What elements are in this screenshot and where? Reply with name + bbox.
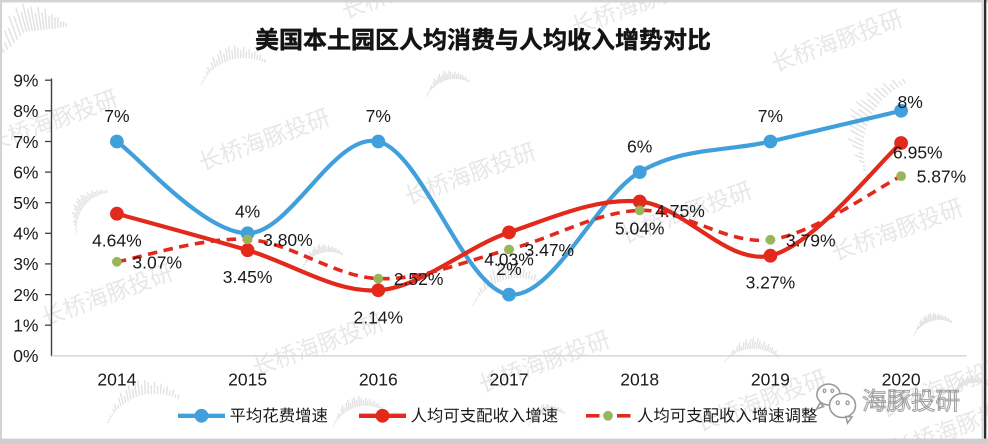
svg-text:6%: 6%: [627, 136, 652, 156]
svg-text:4.03%: 4.03%: [484, 249, 534, 269]
svg-text:3.45%: 3.45%: [223, 267, 273, 287]
svg-text:4%: 4%: [235, 202, 260, 222]
svg-text:3.80%: 3.80%: [263, 230, 313, 250]
svg-text:8%: 8%: [898, 92, 923, 112]
svg-text:7%: 7%: [758, 106, 783, 126]
svg-text:4%: 4%: [13, 224, 38, 244]
svg-text:2.14%: 2.14%: [353, 307, 403, 327]
svg-text:3.07%: 3.07%: [132, 252, 182, 272]
svg-text:3.27%: 3.27%: [746, 273, 796, 293]
svg-text:7%: 7%: [366, 106, 391, 126]
svg-text:2017: 2017: [490, 370, 529, 390]
svg-text:2%: 2%: [13, 285, 38, 305]
svg-text:2016: 2016: [359, 370, 398, 390]
svg-text:2014: 2014: [97, 370, 136, 390]
svg-text:3.47%: 3.47%: [525, 240, 575, 260]
svg-text:5.87%: 5.87%: [917, 167, 967, 187]
svg-text:5.04%: 5.04%: [615, 219, 665, 239]
svg-text:7%: 7%: [13, 132, 38, 152]
svg-text:2%: 2%: [496, 259, 521, 279]
svg-text:4.64%: 4.64%: [92, 231, 142, 251]
svg-text:8%: 8%: [13, 101, 38, 121]
svg-text:2.52%: 2.52%: [394, 269, 444, 289]
svg-text:7%: 7%: [104, 106, 129, 126]
svg-text:2018: 2018: [620, 370, 659, 390]
svg-text:2020: 2020: [882, 370, 921, 390]
svg-text:5%: 5%: [13, 193, 38, 213]
svg-text:3.79%: 3.79%: [786, 230, 836, 250]
svg-text:9%: 9%: [13, 71, 38, 91]
svg-text:2015: 2015: [228, 370, 267, 390]
svg-text:0%: 0%: [13, 346, 38, 366]
svg-text:6%: 6%: [13, 162, 38, 182]
svg-text:4.75%: 4.75%: [655, 201, 705, 221]
svg-text:2019: 2019: [751, 370, 790, 390]
svg-text:1%: 1%: [13, 316, 38, 336]
svg-text:6.95%: 6.95%: [893, 142, 943, 162]
svg-text:3%: 3%: [13, 254, 38, 274]
